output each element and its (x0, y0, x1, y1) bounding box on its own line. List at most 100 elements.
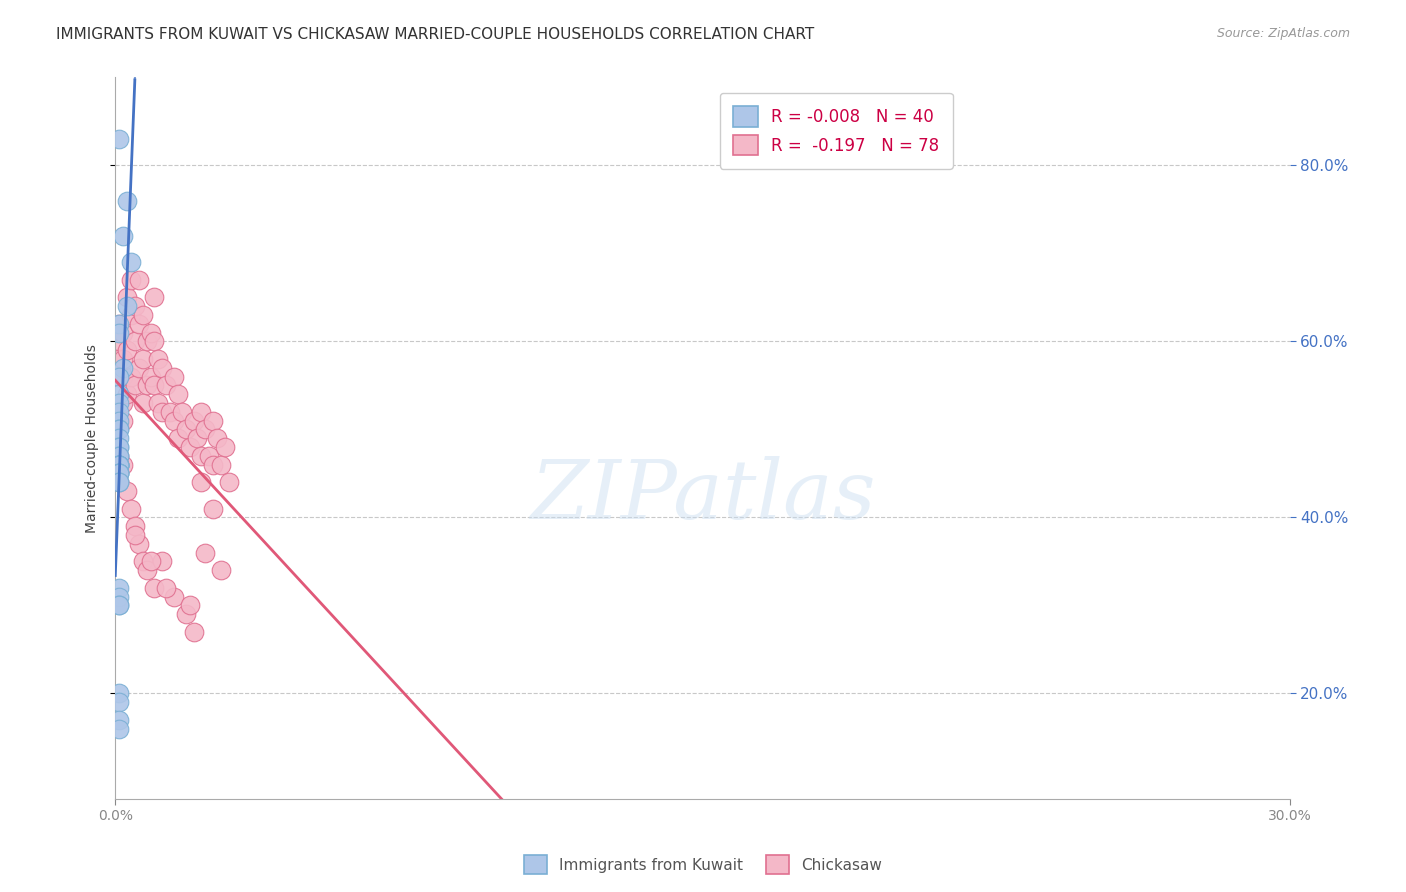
Point (120, 273, 142, 287)
Point (194, 546, 217, 560)
Point (163, 369, 186, 384)
Point (143, 290, 166, 304)
Point (108, 458, 131, 472)
Point (108, 317, 131, 331)
Point (150, 554, 173, 568)
Point (108, 422, 131, 436)
Text: ZIPatlas: ZIPatlas (530, 456, 876, 536)
Point (108, 722, 131, 736)
Point (108, 396, 131, 410)
Point (112, 369, 135, 384)
Point (205, 431, 228, 445)
Point (108, 440, 131, 454)
Point (115, 484, 138, 499)
Point (179, 440, 201, 454)
Point (108, 695, 131, 709)
Point (115, 343, 138, 358)
Point (135, 334, 157, 349)
Point (108, 326, 131, 340)
Point (108, 458, 131, 472)
Point (209, 563, 232, 577)
Point (163, 590, 186, 604)
Point (124, 519, 146, 533)
Point (131, 396, 153, 410)
Point (108, 590, 131, 604)
Point (128, 273, 150, 287)
Point (108, 458, 131, 472)
Point (179, 599, 201, 613)
Point (128, 317, 150, 331)
Point (120, 308, 142, 322)
Point (108, 334, 131, 349)
Point (170, 405, 193, 419)
Point (198, 449, 221, 463)
Point (112, 414, 135, 428)
Point (202, 501, 225, 516)
Point (128, 537, 150, 551)
Point (112, 396, 135, 410)
Point (128, 360, 150, 375)
Point (108, 387, 131, 401)
Point (120, 369, 142, 384)
Point (108, 422, 131, 436)
Point (108, 440, 131, 454)
Point (131, 352, 153, 367)
Point (135, 563, 157, 577)
Point (183, 414, 205, 428)
Legend: Immigrants from Kuwait, Chickasaw: Immigrants from Kuwait, Chickasaw (517, 849, 889, 880)
Point (108, 467, 131, 481)
Point (143, 334, 166, 349)
Point (131, 308, 153, 322)
Point (155, 378, 177, 392)
Point (108, 458, 131, 472)
Point (194, 422, 217, 436)
Point (190, 405, 212, 419)
Point (163, 414, 186, 428)
Point (115, 194, 138, 208)
Point (108, 369, 131, 384)
Text: Source: ZipAtlas.com: Source: ZipAtlas.com (1216, 27, 1350, 40)
Point (108, 581, 131, 595)
Point (112, 458, 135, 472)
Point (108, 352, 131, 367)
Point (135, 378, 157, 392)
Y-axis label: Married-couple Households: Married-couple Households (86, 343, 100, 533)
Point (108, 414, 131, 428)
Point (124, 528, 146, 542)
Point (124, 378, 146, 392)
Point (159, 405, 181, 419)
Point (108, 132, 131, 146)
Point (108, 458, 131, 472)
Point (186, 431, 208, 445)
Point (108, 475, 131, 490)
Point (214, 440, 236, 454)
Point (108, 475, 131, 490)
Point (108, 449, 131, 463)
Point (150, 405, 173, 419)
Point (108, 405, 131, 419)
Point (108, 599, 131, 613)
Point (202, 458, 225, 472)
Point (115, 290, 138, 304)
Point (108, 713, 131, 727)
Text: IMMIGRANTS FROM KUWAIT VS CHICKASAW MARRIED-COUPLE HOUSEHOLDS CORRELATION CHART: IMMIGRANTS FROM KUWAIT VS CHICKASAW MARR… (56, 27, 814, 42)
Point (108, 317, 131, 331)
Point (139, 554, 162, 568)
Point (108, 431, 131, 445)
Point (148, 396, 170, 410)
Point (115, 387, 138, 401)
Point (218, 475, 240, 490)
Point (108, 599, 131, 613)
Point (108, 449, 131, 463)
Point (139, 369, 162, 384)
Point (209, 458, 232, 472)
Point (190, 449, 212, 463)
Point (150, 360, 173, 375)
Point (124, 299, 146, 313)
Point (174, 607, 197, 622)
Point (124, 334, 146, 349)
Point (148, 352, 170, 367)
Point (112, 326, 135, 340)
Point (112, 228, 135, 243)
Point (143, 581, 166, 595)
